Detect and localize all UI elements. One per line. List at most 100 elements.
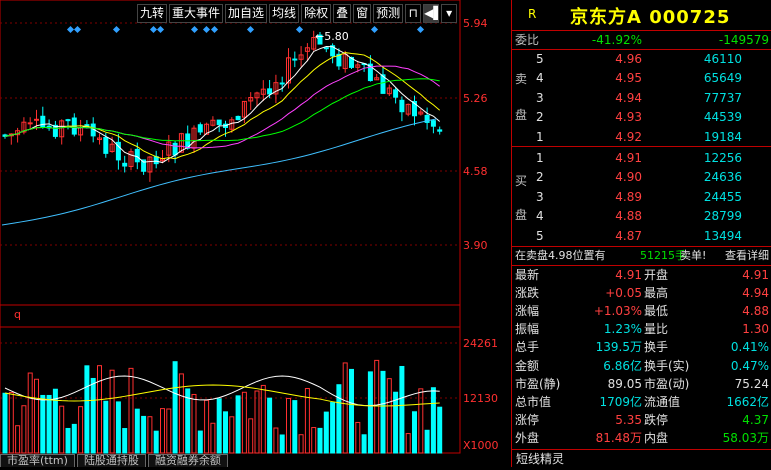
toolbar-forecast-button[interactable]: 预测 xyxy=(373,4,404,23)
buy-label-2: 盘 xyxy=(515,208,528,222)
chart-toolbar: 九转 重大事件 加自选 均线 除权 叠 窗 预测 ⊓ ◀▌ ▾ xyxy=(137,4,460,23)
bid-price: 4.90 xyxy=(615,170,642,185)
volume-bar xyxy=(355,421,361,454)
ask-level: 2 xyxy=(536,110,544,125)
bid-level: 4 xyxy=(536,209,544,224)
notice-amount: 51215手 xyxy=(640,249,686,262)
candle-body xyxy=(134,148,140,163)
bid-row[interactable]: 2 4.90 24636 xyxy=(512,168,771,186)
volume-bar xyxy=(84,365,90,454)
stat-label: 总市值 xyxy=(515,394,552,409)
ma30-line xyxy=(4,78,440,142)
volume-bar xyxy=(109,369,115,454)
ask-volume: 77737 xyxy=(703,90,742,105)
stat-row: 金额 6.86亿 换手(实) 0.47% xyxy=(512,358,771,375)
ask-price: 4.93 xyxy=(615,110,642,125)
ask-price: 4.96 xyxy=(615,52,642,66)
candle-body xyxy=(412,100,417,117)
candle-body xyxy=(260,88,266,95)
bid-level: 1 xyxy=(536,151,544,165)
bid-row[interactable]: 3 4.89 24455 xyxy=(512,188,771,206)
candlestick-chart[interactable]: 5.94 5.26 4.58 3.90 24261 12130 X1000 q ←5.80 九转… xyxy=(0,0,511,467)
volume-bar xyxy=(178,373,184,454)
volume-bar xyxy=(97,365,102,454)
play-icon[interactable]: ◀▌ xyxy=(423,4,443,23)
view-detail-link[interactable]: 查看详细 xyxy=(725,249,769,262)
volume-bar xyxy=(248,418,254,454)
volume-bar xyxy=(386,378,392,454)
dropdown-icon[interactable]: ▾ xyxy=(441,4,458,23)
ask-row[interactable]: 4 4.95 65649 xyxy=(512,69,771,87)
tab-pe-ttm[interactable]: 市盈率(ttm) xyxy=(0,454,75,467)
bid-level: 5 xyxy=(536,228,544,243)
stat-value: 1.23% xyxy=(603,322,642,337)
volume-bar xyxy=(380,370,386,454)
volume-bar xyxy=(128,367,134,454)
bid-price: 4.89 xyxy=(615,189,642,204)
candle-body xyxy=(386,87,392,95)
stat-label: 市盈(动) xyxy=(644,376,690,391)
toolbar-window-button[interactable]: 窗 xyxy=(353,4,372,23)
toolbar-add-watchlist-button[interactable]: 加自选 xyxy=(225,4,268,23)
bid-row[interactable]: 4 4.88 28799 xyxy=(512,207,771,225)
volume-bar xyxy=(65,427,71,454)
candle-body xyxy=(330,45,336,57)
short-term-elf-tab[interactable]: 短线精灵 xyxy=(512,449,771,467)
ma5-line xyxy=(4,46,441,164)
volume-bar xyxy=(298,434,304,454)
volume-bar xyxy=(59,405,65,454)
candle-body xyxy=(153,156,159,165)
volume-bar xyxy=(204,399,210,454)
ask-row[interactable]: 1 4.92 19184 xyxy=(512,128,771,146)
toolbar-jiuzhuan-button[interactable]: 九转 xyxy=(137,4,168,23)
volume-bar xyxy=(210,422,216,454)
stat-label: 金额 xyxy=(515,358,540,373)
stat-label: 跌停 xyxy=(644,412,669,427)
tab-margin-balance[interactable]: 融资融券余额 xyxy=(147,454,228,467)
ask-row[interactable]: 2 4.93 44539 xyxy=(512,108,771,126)
candle-body xyxy=(437,129,443,132)
ask-row[interactable]: 5 4.96 46110 xyxy=(512,50,771,68)
stat-row: 总手 139.5万 换手 0.41% xyxy=(512,339,771,356)
stat-value: 0.47% xyxy=(730,358,769,373)
event-marker-icon xyxy=(246,25,255,34)
toolbar-major-events-button[interactable]: 重大事件 xyxy=(169,4,224,23)
candle-body xyxy=(115,141,121,161)
bid-price: 4.87 xyxy=(615,228,642,243)
bid-volume: 13494 xyxy=(703,228,742,243)
tab-northbound-holdings[interactable]: 陆股通持股 xyxy=(76,454,146,467)
toolbar-moving-average-button[interactable]: 均线 xyxy=(269,4,300,23)
candle-body xyxy=(197,124,203,133)
large-order-notice: 在卖盘4.98位置有 51215手 卖单! 查看详细 xyxy=(512,247,771,265)
stock-code: 000725 xyxy=(649,7,731,28)
candle-body xyxy=(380,74,386,94)
stat-value: 75.24 xyxy=(734,376,769,391)
toolbar-ex-rights-button[interactable]: 除权 xyxy=(301,4,332,23)
candle-body xyxy=(342,53,348,70)
event-marker-icon xyxy=(416,25,425,34)
candle-body xyxy=(27,122,33,125)
candle-body xyxy=(405,103,411,115)
stat-value: 81.48万 xyxy=(595,430,642,445)
stat-label: 最高 xyxy=(644,286,669,301)
bid-row[interactable]: 1 4.91 12256 xyxy=(512,149,771,167)
toolbar-overlay-button[interactable]: 叠 xyxy=(333,4,352,23)
volume-bar xyxy=(367,371,373,454)
stat-row: 外盘 81.48万 内盘 58.03万 xyxy=(512,430,771,447)
stat-value: 1.30 xyxy=(742,322,769,337)
ask-volume: 44539 xyxy=(703,110,742,125)
candle-body xyxy=(286,57,291,84)
volume-bar xyxy=(399,365,405,454)
volume-bar xyxy=(254,390,260,454)
lock-icon[interactable]: ⊓ xyxy=(405,4,422,23)
volume-bar xyxy=(147,416,153,454)
stat-label: 涨停 xyxy=(515,412,540,427)
volume-bar xyxy=(361,434,367,454)
ask-row[interactable]: 3 4.94 77737 xyxy=(512,89,771,107)
volume-bar xyxy=(46,394,52,454)
volume-bar xyxy=(141,415,147,454)
candle-body xyxy=(147,156,153,173)
committee-diff-value: -149579 xyxy=(718,33,769,47)
stat-value: 139.5万 xyxy=(595,340,642,355)
bid-row[interactable]: 5 4.87 13494 xyxy=(512,227,771,245)
